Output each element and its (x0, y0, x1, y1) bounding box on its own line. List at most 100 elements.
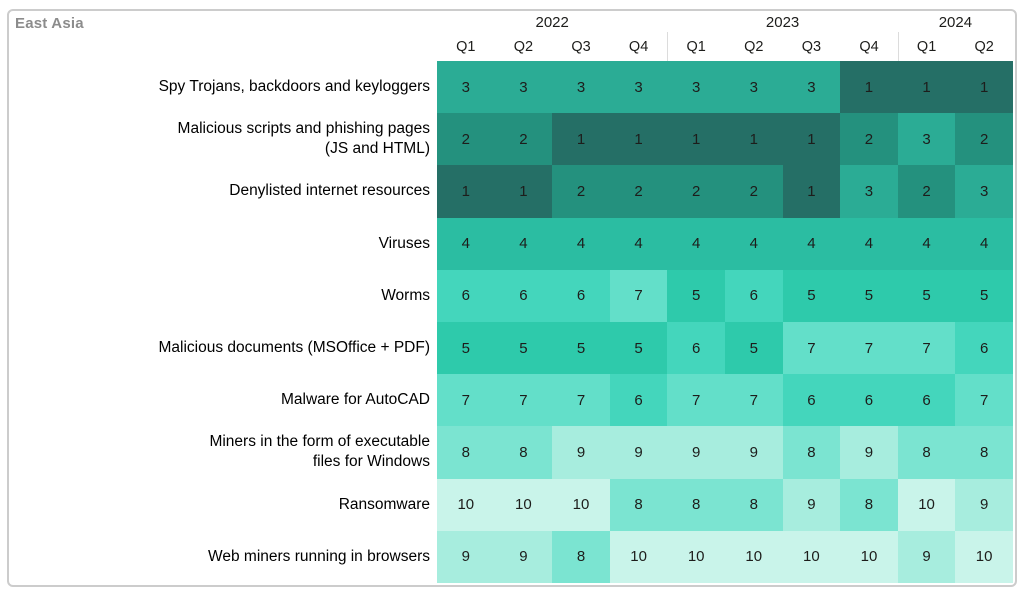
heatmap-cell: 6 (494, 269, 553, 322)
col-header-2022-Q3: Q3 (571, 39, 591, 55)
heatmap-cell: 9 (437, 530, 495, 583)
heatmap-cell: 9 (840, 426, 898, 479)
col-header-2023-Q2: Q2 (744, 39, 764, 55)
heatmap-cell: 8 (494, 426, 553, 479)
col-header-2024-Q1: Q1 (916, 39, 937, 55)
heatmap-cell: 3 (955, 165, 1013, 218)
col-header-2023-Q1: Q1 (686, 39, 706, 55)
heatmap-cell: 10 (955, 530, 1013, 583)
heatmap-cell: 3 (552, 61, 610, 114)
col-header-2022-Q4: Q4 (628, 39, 649, 55)
row-label: Viruses (378, 234, 430, 252)
row-label: Ransomware (338, 495, 430, 513)
heatmap-cell: 9 (724, 426, 783, 479)
heatmap-cell: 3 (897, 113, 956, 166)
heatmap-cell: 3 (840, 165, 898, 218)
year-header-2024: 2024 (938, 14, 973, 31)
heatmap-cell: 1 (782, 165, 841, 218)
heatmap-cell: 3 (609, 61, 668, 114)
heatmap-cell: 8 (552, 530, 610, 583)
heatmap-cell: 6 (609, 374, 668, 427)
heatmap-cell: 8 (724, 478, 783, 531)
heatmap-cell: 10 (437, 478, 495, 531)
heatmap-cell: 6 (724, 269, 783, 322)
heatmap-cell: 2 (955, 113, 1013, 166)
heatmap-cell: 5 (897, 269, 956, 322)
heatmap-cell: 8 (609, 478, 668, 531)
year-header-2023: 2023 (765, 14, 800, 31)
heatmap-cell: 10 (552, 478, 610, 531)
heatmap-cell: 9 (494, 530, 553, 583)
heatmap-cell: 1 (955, 61, 1013, 114)
heatmap-cell: 3 (437, 61, 495, 114)
heatmap-cell: 10 (724, 530, 783, 583)
heatmap-cell: 5 (840, 269, 898, 322)
heatmap-cell: 6 (782, 374, 841, 427)
row-label: Worms (381, 286, 430, 304)
col-header-2023-Q4: Q4 (859, 39, 879, 55)
heatmap-cell: 1 (494, 165, 553, 218)
row-label: Denylisted internet resources (229, 182, 430, 200)
heatmap-cell: 3 (494, 61, 553, 114)
heatmap-cell: 1 (609, 113, 668, 166)
heatmap-cell: 10 (840, 530, 898, 583)
heatmap-cell: 4 (782, 217, 841, 270)
heatmap-cell: 10 (609, 530, 668, 583)
heatmap-cell: 10 (494, 478, 553, 531)
heatmap-cell: 2 (437, 113, 495, 166)
heatmap-cell: 7 (667, 374, 725, 427)
region-title: East Asia (15, 15, 84, 32)
heatmap-cell: 6 (897, 374, 956, 427)
heatmap-cell: 10 (897, 478, 956, 531)
row-label: Spy Trojans, backdoors and keyloggers (158, 78, 430, 96)
heatmap-cell: 1 (782, 113, 841, 166)
heatmap-cell: 1 (724, 113, 783, 166)
heatmap-cell: 9 (667, 426, 725, 479)
heatmap-cell: 2 (552, 165, 610, 218)
heatmap-cell: 7 (437, 374, 495, 427)
heatmap-cell: 2 (609, 165, 668, 218)
heatmap-cell: 7 (494, 374, 553, 427)
heatmap-cell: 6 (955, 321, 1013, 375)
heatmap-cell: 8 (897, 426, 956, 479)
row-label: Malware for AutoCAD (280, 391, 430, 409)
heatmap-cell: 5 (437, 321, 495, 375)
heatmap-cell: 2 (494, 113, 553, 166)
heatmap-cell: 4 (437, 217, 495, 270)
heatmap-cell: 7 (955, 374, 1013, 427)
heatmap-cell: 5 (782, 269, 841, 322)
heatmap-cell: 4 (609, 217, 668, 270)
heatmap-cell: 3 (782, 61, 841, 114)
col-header-2022-Q1: Q1 (456, 39, 476, 55)
heatmap-cell: 7 (609, 269, 668, 322)
heatmap-cell: 9 (897, 530, 956, 583)
heatmap-cell: 4 (955, 217, 1013, 270)
heatmap-cell: 4 (840, 217, 898, 270)
heatmap-cell: 8 (782, 426, 841, 479)
heatmap-cell: 3 (724, 61, 783, 114)
row-label: Malicious scripts and phishing pages (JS … (177, 120, 430, 158)
heatmap-cell: 5 (552, 321, 610, 375)
heatmap-cell: 10 (667, 530, 725, 583)
heatmap-cell: 7 (724, 374, 783, 427)
heatmap-cell: 5 (609, 321, 668, 375)
heatmap-cell: 9 (955, 478, 1013, 531)
year-separator (897, 32, 899, 61)
heatmap-cell: 8 (437, 426, 495, 479)
heatmap-cell: 9 (782, 478, 841, 531)
heatmap-cell: 6 (667, 321, 725, 375)
heatmap-cell: 1 (552, 113, 610, 166)
heatmap-cell: 5 (724, 321, 783, 375)
row-label: Web miners running in browsers (208, 547, 430, 565)
heatmap-cell: 1 (437, 165, 495, 218)
row-label: Miners in the form of executable files fo… (209, 433, 430, 471)
heatmap-cell: 2 (897, 165, 956, 218)
heatmap-cell: 7 (840, 321, 898, 375)
heatmap-cell: 4 (667, 217, 725, 270)
heatmap-cell: 8 (667, 478, 725, 531)
heatmap-cell: 1 (897, 61, 956, 114)
heatmap-cell: 4 (724, 217, 783, 270)
heatmap-cell: 7 (552, 374, 610, 427)
heatmap-cell: 10 (782, 530, 841, 583)
